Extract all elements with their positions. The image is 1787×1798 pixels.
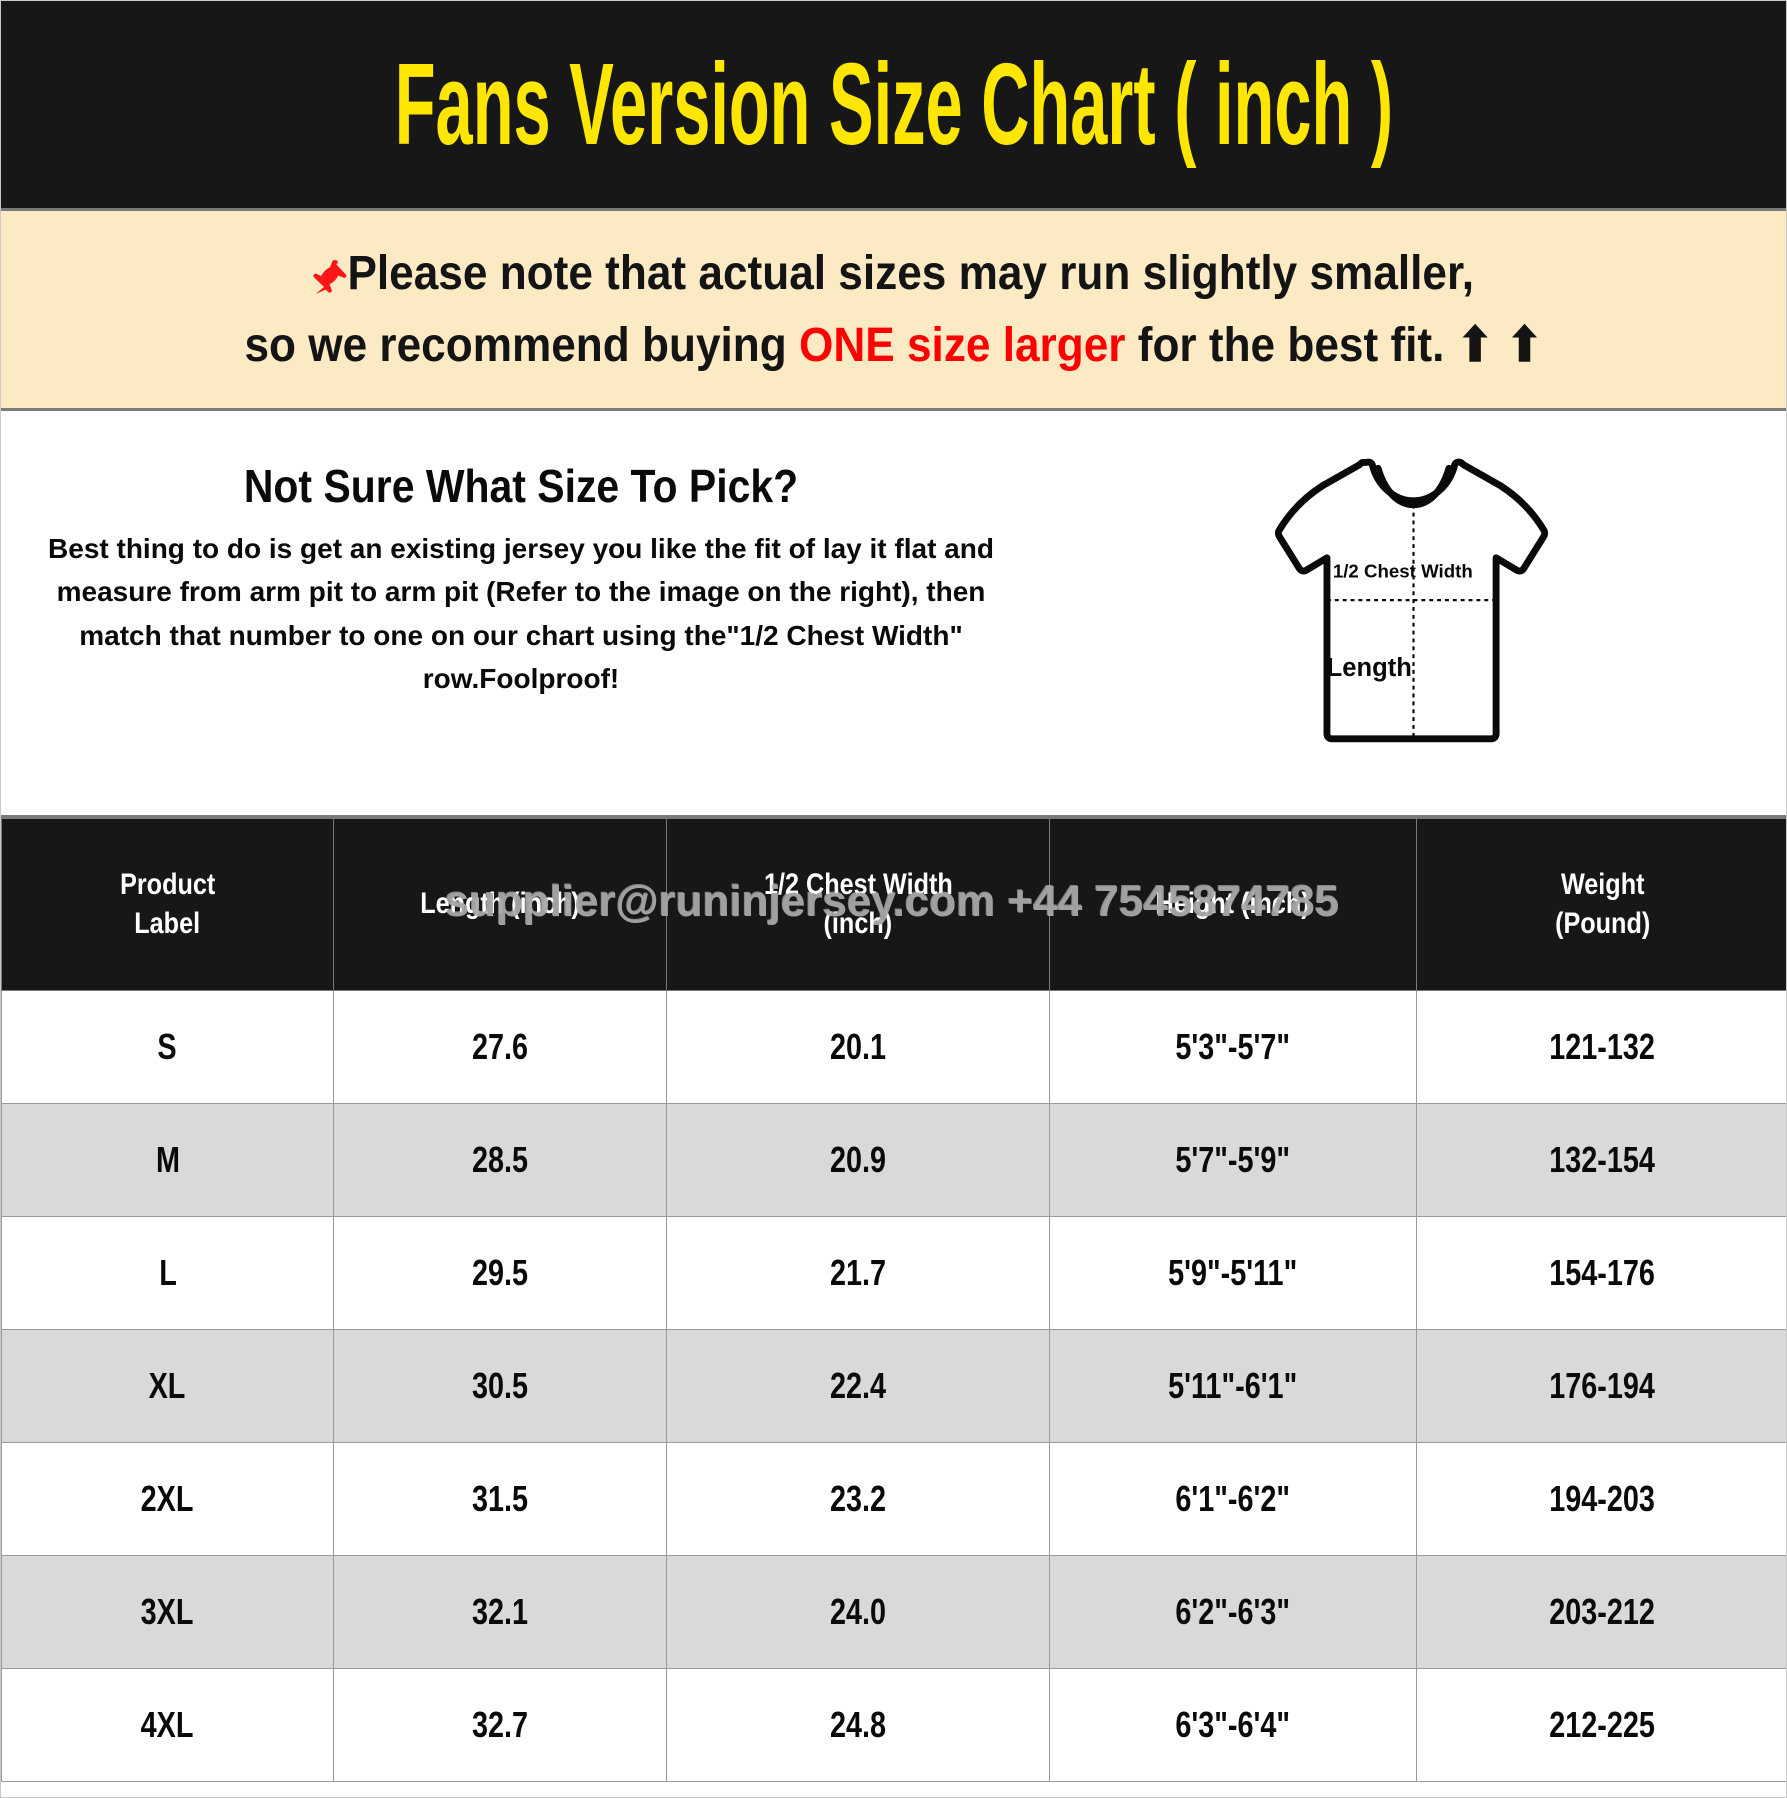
svg-text:1/2 Chest Width: 1/2 Chest Width — [1333, 561, 1473, 582]
svg-text:Length: Length — [1327, 654, 1412, 682]
